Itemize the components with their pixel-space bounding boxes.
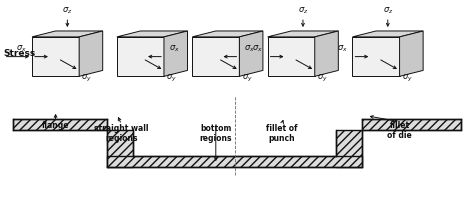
Polygon shape	[108, 156, 362, 167]
Text: $\sigma_y$: $\sigma_y$	[82, 73, 92, 84]
Text: $\sigma_z$: $\sigma_z$	[383, 6, 393, 16]
Polygon shape	[268, 37, 315, 76]
Text: $\sigma_x$: $\sigma_x$	[17, 43, 27, 54]
Text: $\sigma_y$: $\sigma_y$	[317, 73, 328, 84]
Text: fillet
of die: fillet of die	[387, 121, 412, 140]
Polygon shape	[353, 31, 423, 37]
Polygon shape	[32, 37, 79, 76]
Polygon shape	[79, 31, 103, 76]
Text: $\sigma_z$: $\sigma_z$	[298, 6, 308, 16]
Polygon shape	[108, 130, 133, 167]
Text: $\sigma_y$: $\sigma_y$	[402, 73, 413, 84]
Polygon shape	[13, 119, 108, 130]
Polygon shape	[117, 37, 164, 76]
Text: fillet of
punch: fillet of punch	[266, 124, 298, 143]
Text: $\sigma_x$: $\sigma_x$	[337, 43, 348, 54]
Text: Stress: Stress	[4, 49, 36, 58]
Text: $\sigma_x$: $\sigma_x$	[252, 43, 263, 54]
Polygon shape	[362, 119, 461, 130]
Polygon shape	[239, 31, 263, 76]
Polygon shape	[117, 31, 188, 37]
Text: flange: flange	[42, 121, 69, 130]
Polygon shape	[315, 31, 338, 76]
Text: $\sigma_x$: $\sigma_x$	[244, 43, 255, 54]
Text: $\sigma_z$: $\sigma_z$	[62, 6, 73, 16]
Text: $\sigma_y$: $\sigma_y$	[166, 73, 177, 84]
Text: bottom
regions: bottom regions	[200, 124, 232, 143]
Polygon shape	[32, 31, 103, 37]
Polygon shape	[268, 31, 338, 37]
Polygon shape	[164, 31, 188, 76]
Text: straight wall
regions: straight wall regions	[94, 124, 149, 143]
Polygon shape	[336, 130, 362, 167]
Polygon shape	[192, 31, 263, 37]
Polygon shape	[400, 31, 423, 76]
Polygon shape	[192, 37, 239, 76]
Text: $\sigma_y$: $\sigma_y$	[242, 73, 253, 84]
Text: $\sigma_x$: $\sigma_x$	[169, 43, 180, 54]
Polygon shape	[353, 37, 400, 76]
